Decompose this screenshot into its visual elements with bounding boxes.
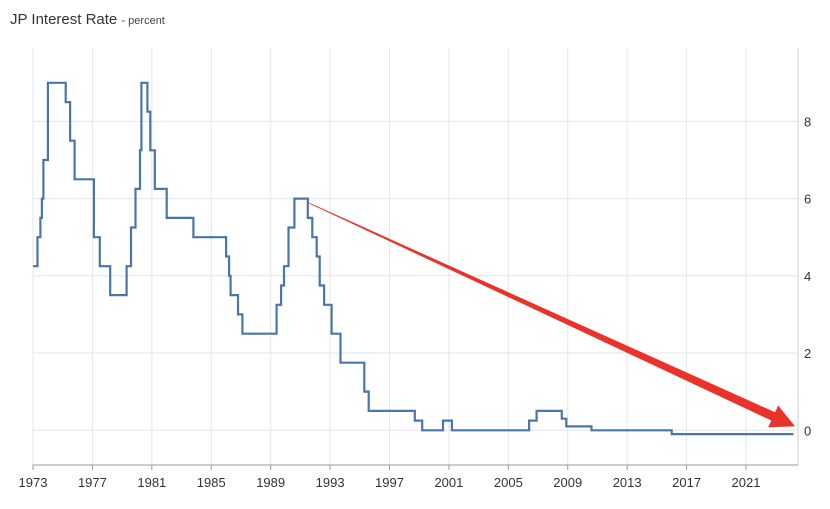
annotation-group (307, 202, 795, 428)
y-tick-label-0: 0 (804, 423, 811, 438)
y-tick-label-6: 6 (804, 192, 811, 207)
chart-grid (32, 48, 798, 465)
chart-title-text: JP Interest Rate (10, 11, 118, 28)
red-arrow-annotation (307, 202, 795, 428)
chart-unit: - percent (121, 15, 165, 27)
x-tick-label-2021: 2021 (732, 475, 761, 490)
x-tick-label-1993: 1993 (316, 475, 345, 490)
x-tick-label-2005: 2005 (494, 475, 523, 490)
y-tick-label-4: 4 (804, 269, 811, 284)
plot-frame (32, 48, 799, 470)
y-tick-label-2: 2 (804, 346, 811, 361)
x-tick-label-2017: 2017 (672, 475, 701, 490)
x-tick-label-1981: 1981 (137, 475, 166, 490)
tick-labels: 1973 1977 1981 1985 1989 1993 1997 2001 2005 2009… (19, 114, 812, 490)
y-tick-label-8: 8 (804, 114, 811, 129)
x-tick-label-1977: 1977 (78, 475, 107, 490)
x-tick-label-2013: 2013 (613, 475, 642, 490)
x-tick-label-1989: 1989 (256, 475, 285, 490)
series-line-0 (33, 81, 794, 436)
x-tick-label-2009: 2009 (553, 475, 582, 490)
series-group (33, 81, 794, 436)
x-tick-label-2001: 2001 (434, 475, 463, 490)
x-tick-label-1985: 1985 (197, 475, 226, 490)
x-tick-label-1973: 1973 (19, 475, 48, 490)
chart-title: JP Interest Rate - percent (10, 11, 165, 28)
x-tick-label-1997: 1997 (375, 475, 404, 490)
